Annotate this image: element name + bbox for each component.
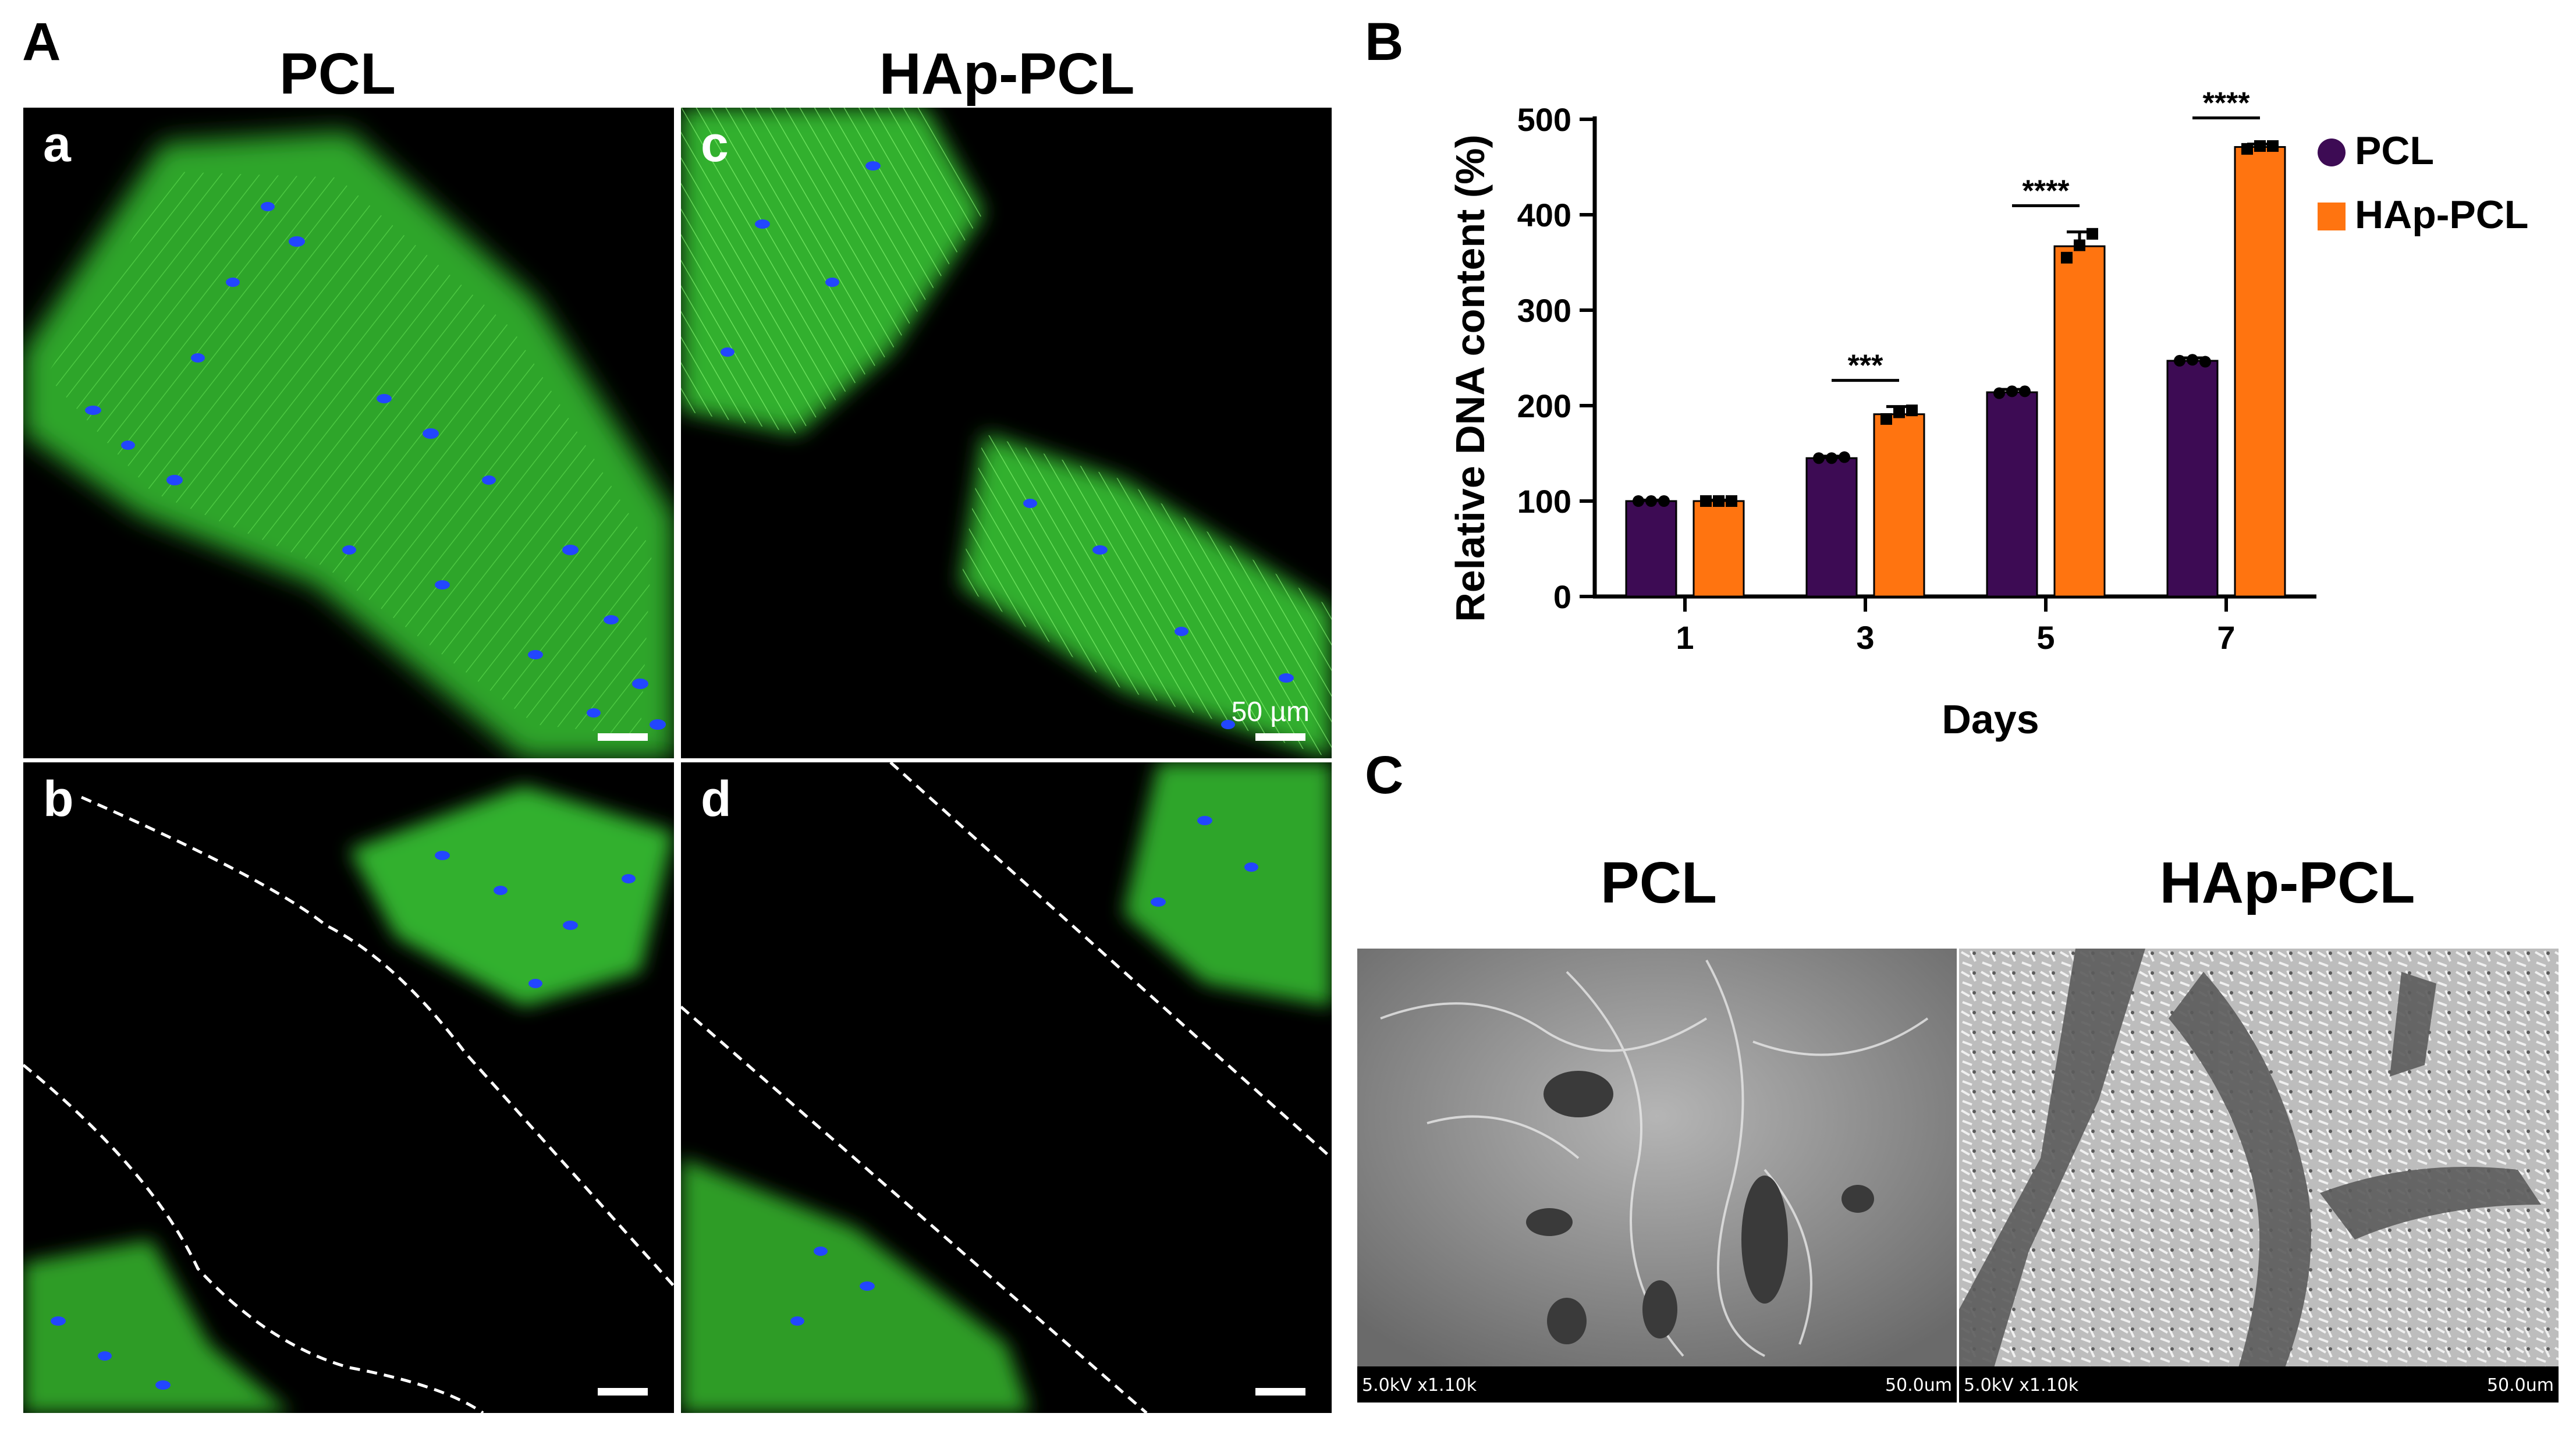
legend-circle-marker xyxy=(2318,139,2346,166)
micrograph-d: d xyxy=(681,762,1332,1413)
data-point xyxy=(1893,406,1905,418)
data-point xyxy=(2019,385,2031,397)
micrograph-c: c 50 µm xyxy=(681,108,1332,758)
panel-b-letter: B xyxy=(1365,12,1404,72)
data-point xyxy=(2241,143,2253,155)
y-tick-label: 500 xyxy=(1517,101,1571,138)
legend-label-hap-pcl: HAp-PCL xyxy=(2355,193,2529,237)
bar-hap-pcl-day-7 xyxy=(2234,146,2286,598)
sem-pcl-texture xyxy=(1357,949,1957,1368)
data-point xyxy=(1826,452,1837,464)
y-tick-label: 200 xyxy=(1517,388,1571,424)
sem-info-pcl: 5.0kV x1.10k xyxy=(1362,1375,1477,1396)
scale-bar-text: 50 µm xyxy=(1231,697,1310,727)
sem-hap-pcl-texture xyxy=(1959,949,2559,1368)
sublabel-d: d xyxy=(701,771,732,827)
scale-bar xyxy=(598,1388,648,1396)
legend-label-pcl: PCL xyxy=(2355,129,2434,173)
panel-c-hap-pcl-title: HAp-PCL xyxy=(2159,850,2415,915)
significance-label: *** xyxy=(1848,349,1883,383)
micrograph-b-image xyxy=(23,786,674,1413)
data-point xyxy=(1726,495,1737,507)
micrograph-b: b xyxy=(23,762,674,1413)
sublabel-c: c xyxy=(701,116,729,172)
scale-bar xyxy=(1255,1388,1305,1396)
data-point xyxy=(2199,356,2211,368)
panel-a-pcl-title: PCL xyxy=(279,41,396,106)
y-tick-label: 300 xyxy=(1517,292,1571,329)
bar-pcl-day-3 xyxy=(1805,457,1858,598)
bar-hap-pcl-day-3 xyxy=(1873,413,1925,598)
data-point xyxy=(2061,251,2073,264)
sublabel-a: a xyxy=(43,116,71,172)
legend-square-marker xyxy=(2318,203,2346,230)
scale-bar xyxy=(1255,733,1305,741)
bar-hap-pcl-day-1 xyxy=(1693,500,1745,598)
scale-bar xyxy=(598,733,648,741)
data-point xyxy=(1658,495,1670,507)
sem-info-hap-pcl: 5.0kV x1.10k xyxy=(1964,1375,2079,1396)
x-tick-label: 5 xyxy=(2036,619,2055,656)
data-point xyxy=(1993,387,2005,399)
bar-pcl-day-1 xyxy=(1625,500,1677,598)
sem-scale-hap-pcl: 50.0um xyxy=(2486,1375,2554,1396)
y-tick-label: 0 xyxy=(1553,578,1571,615)
micrograph-a-image xyxy=(23,131,674,758)
chart-x-axis-label: Days xyxy=(1942,697,2039,742)
data-point xyxy=(2006,385,2018,397)
significance-label: **** xyxy=(2203,87,2251,120)
data-point xyxy=(1713,495,1725,507)
panel-a-letter: A xyxy=(22,12,61,72)
x-tick-label: 7 xyxy=(2217,619,2235,656)
data-point xyxy=(2074,239,2085,251)
data-point xyxy=(1813,452,1825,464)
sublabel-b: b xyxy=(43,771,74,827)
micrograph-d-image xyxy=(681,762,1332,1413)
sem-scale-pcl: 50.0um xyxy=(1885,1375,1952,1396)
data-point xyxy=(2174,354,2185,367)
bar-pcl-day-5 xyxy=(1986,391,2038,598)
bar-pcl-day-7 xyxy=(2166,360,2219,598)
x-tick-label: 3 xyxy=(1856,619,1874,656)
data-point xyxy=(1633,495,1644,507)
data-point xyxy=(1906,404,1918,417)
data-point xyxy=(1645,495,1657,507)
sem-info-bar-pcl: 5.0kV x1.10k 50.0um xyxy=(1357,1366,1957,1403)
data-point xyxy=(1839,451,1850,463)
sem-info-bar-hap-pcl: 5.0kV x1.10k 50.0um xyxy=(1959,1366,2559,1403)
micrograph-c-image xyxy=(681,108,1332,758)
panel-c-letter: C xyxy=(1365,745,1404,805)
x-tick-label: 1 xyxy=(1676,619,1694,656)
data-point xyxy=(2267,140,2279,152)
sem-image-hap-pcl: 5.0kV x1.10k 50.0um xyxy=(1959,949,2559,1403)
significance-label: **** xyxy=(2023,175,2070,208)
panel-c-pcl-title: PCL xyxy=(1601,850,1717,915)
data-point xyxy=(1700,495,1712,507)
y-tick-label: 100 xyxy=(1517,483,1571,520)
panel-a-hap-pcl-title: HAp-PCL xyxy=(879,41,1135,106)
micrograph-a: a xyxy=(23,108,674,758)
data-point xyxy=(2087,228,2098,240)
sem-image-pcl: 5.0kV x1.10k 50.0um xyxy=(1357,949,1957,1403)
chart-y-axis-label: Relative DNA content (%) xyxy=(1447,134,1493,622)
data-point xyxy=(2187,354,2198,366)
data-point xyxy=(2254,140,2266,152)
bar-hap-pcl-day-5 xyxy=(2053,245,2106,598)
y-tick-label: 400 xyxy=(1517,197,1571,233)
data-point xyxy=(1880,413,1892,425)
